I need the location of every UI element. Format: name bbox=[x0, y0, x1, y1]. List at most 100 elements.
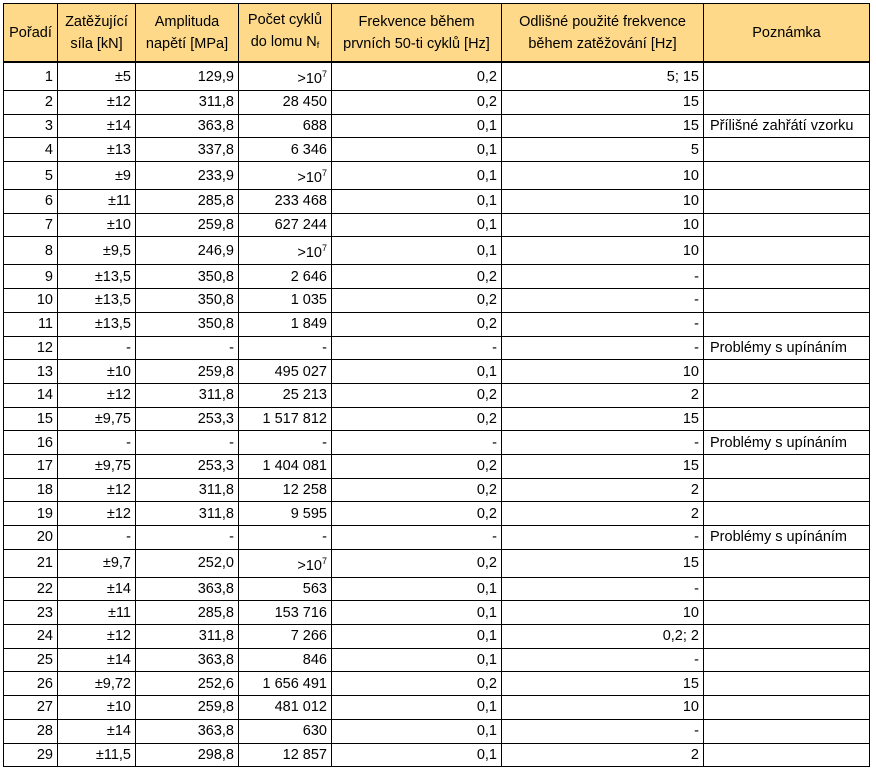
table-row: 27 ±10 259,8 481 012 0,1 10 bbox=[3, 695, 870, 720]
header-initial-frequency: Frekvence během prvních 50-ti cyklů [Hz] bbox=[331, 3, 502, 63]
cell-other-frequencies: - bbox=[501, 718, 704, 744]
cell-initial-frequency: 0,1 bbox=[331, 695, 502, 720]
cell-cycles: 1 517 812 bbox=[238, 406, 332, 432]
cell-load-force: ±11 bbox=[57, 600, 136, 626]
note-text bbox=[708, 69, 710, 85]
note-text bbox=[708, 699, 710, 715]
cell-stress-amplitude: 259,8 bbox=[135, 212, 239, 238]
cell-other-frequencies: - bbox=[501, 525, 704, 550]
cell-order: 15 bbox=[3, 406, 58, 432]
cell-initial-frequency: 0,1 bbox=[331, 576, 502, 602]
cell-cycles: 846 bbox=[238, 647, 332, 673]
cell-other-frequencies: 15 bbox=[501, 113, 704, 139]
cell-order: 22 bbox=[3, 576, 58, 602]
cell-other-frequencies: 2 bbox=[501, 477, 704, 503]
table-row: 28 ±14 363,8 630 0,1- bbox=[3, 718, 870, 744]
table-row: 4 ±13 337,8 6 346 0,1 5 bbox=[3, 137, 870, 163]
cell-cycles: 12 857 bbox=[238, 742, 332, 768]
cell-initial-frequency: 0,1 bbox=[331, 161, 502, 191]
cycles-gt-exponent: 7 bbox=[321, 243, 327, 254]
cell-note bbox=[703, 212, 870, 238]
cell-note bbox=[703, 671, 870, 697]
cycles-gt-exponent: 7 bbox=[321, 168, 327, 179]
cell-cycles: >107 bbox=[238, 548, 332, 578]
cell-other-frequencies: 10 bbox=[501, 212, 704, 238]
cell-note bbox=[703, 382, 870, 408]
cell-order: 18 bbox=[3, 477, 58, 503]
cell-order: 9 bbox=[3, 264, 58, 290]
note-text bbox=[708, 676, 710, 692]
cell-order: 13 bbox=[3, 359, 58, 384]
cell-order: 26 bbox=[3, 671, 58, 697]
cell-other-frequencies: - bbox=[501, 335, 704, 361]
cell-initial-frequency: 0,1 bbox=[331, 212, 502, 238]
cell-other-frequencies: 10 bbox=[501, 236, 704, 266]
cycles-gt-exponent: 7 bbox=[321, 69, 327, 79]
cell-order: 10 bbox=[3, 288, 58, 313]
cell-initial-frequency: - bbox=[331, 525, 502, 550]
cell-cycles: >107 bbox=[238, 61, 332, 91]
cell-cycles: 630 bbox=[238, 718, 332, 744]
cell-load-force: ±10 bbox=[57, 212, 136, 238]
cell-other-frequencies: 0,2; 2 bbox=[501, 624, 704, 649]
cell-stress-amplitude: 253,3 bbox=[135, 453, 239, 479]
cell-cycles: 9 595 bbox=[238, 501, 332, 526]
header-stress-amplitude: Amplituda napětí [MPa] bbox=[135, 3, 239, 63]
cell-order: 17 bbox=[3, 453, 58, 479]
cell-note bbox=[703, 624, 870, 649]
cell-load-force: ±12 bbox=[57, 501, 136, 526]
cell-cycles: 6 346 bbox=[238, 137, 332, 163]
table-row: 13 ±10 259,8 495 027 0,1 10 bbox=[3, 359, 870, 384]
table-row: 2 ±12 311,8 28 450 0,2 15 bbox=[3, 90, 870, 115]
cell-other-frequencies: - bbox=[501, 430, 704, 455]
cell-load-force: ±14 bbox=[57, 718, 136, 744]
cell-load-force: ±13 bbox=[57, 137, 136, 163]
cell-load-force: ±10 bbox=[57, 695, 136, 720]
table-row: 7 ±10 259,8 627 244 0,1 10 bbox=[3, 212, 870, 238]
cycles-gt-exponent: 7 bbox=[321, 555, 327, 566]
cell-load-force: ±9 bbox=[57, 161, 136, 191]
cell-load-force: ±12 bbox=[57, 477, 136, 503]
cell-stress-amplitude: 259,8 bbox=[135, 359, 239, 384]
note-text bbox=[708, 243, 710, 259]
cell-other-frequencies: 15 bbox=[501, 406, 704, 432]
cell-note bbox=[703, 189, 870, 214]
cell-cycles: 1 404 081 bbox=[238, 453, 332, 479]
cell-load-force: ±14 bbox=[57, 113, 136, 139]
cell-load-force: - bbox=[57, 335, 136, 361]
note-text: Problémy s upínáním bbox=[710, 529, 848, 546]
cell-stress-amplitude: 363,8 bbox=[135, 113, 239, 139]
cell-note bbox=[703, 695, 870, 720]
cell-note bbox=[703, 501, 870, 526]
cell-cycles: 153 716 bbox=[238, 600, 332, 626]
table-row: 24 ±12 311,8 7 266 0,1 0,2; 2 bbox=[3, 624, 870, 649]
cell-note bbox=[703, 548, 870, 578]
cell-cycles: 7 266 bbox=[238, 624, 332, 649]
cycles-gt-base: >10 bbox=[297, 170, 322, 187]
cell-note bbox=[703, 600, 870, 626]
cell-cycles: - bbox=[238, 430, 332, 455]
cell-order: 4 bbox=[3, 137, 58, 163]
table-row: 6 ±11 285,8 233 468 0,1 10 bbox=[3, 189, 870, 214]
table-row: 14 ±12 311,8 25 213 0,2 2 bbox=[3, 382, 870, 408]
cell-cycles: 688 bbox=[238, 113, 332, 139]
table-row: 1 ±5 129,9 >107 0,2 5; 15 bbox=[3, 61, 870, 91]
note-text bbox=[708, 506, 710, 522]
cell-other-frequencies: 5 bbox=[501, 137, 704, 163]
cell-stress-amplitude: 350,8 bbox=[135, 288, 239, 313]
cell-load-force: ±9,75 bbox=[57, 453, 136, 479]
cell-cycles: - bbox=[238, 525, 332, 550]
table-body: 1 ±5 129,9 >107 0,2 5; 15 2 ±12 311,8 28 450 0,2 15… bbox=[3, 61, 870, 768]
cell-load-force: ±9,75 bbox=[57, 406, 136, 432]
cell-initial-frequency: 0,2 bbox=[331, 501, 502, 526]
cell-initial-frequency: 0,1 bbox=[331, 113, 502, 139]
cell-order: 1 bbox=[3, 61, 58, 91]
cell-stress-amplitude: 233,9 bbox=[135, 161, 239, 191]
cell-load-force: ±9,5 bbox=[57, 236, 136, 266]
cell-stress-amplitude: 311,8 bbox=[135, 382, 239, 408]
cell-load-force: ±12 bbox=[57, 382, 136, 408]
cell-initial-frequency: - bbox=[331, 335, 502, 361]
cell-load-force: - bbox=[57, 430, 136, 455]
cell-order: 16 bbox=[3, 430, 58, 455]
note-text: Problémy s upínáním bbox=[710, 339, 848, 356]
